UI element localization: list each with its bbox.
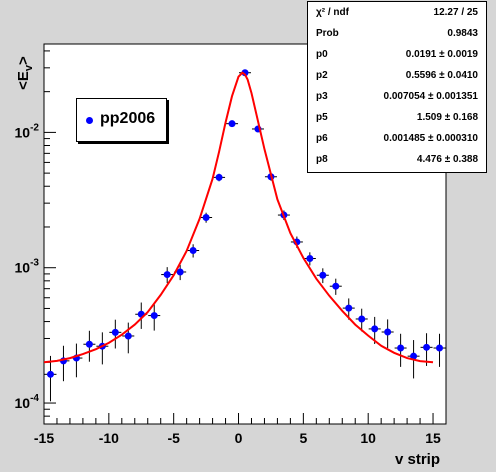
legend-marker [86,117,93,124]
stats-name: p5 [316,112,328,123]
data-point [150,312,158,320]
stats-row: p5 1.509 ± 0.168 [308,107,486,128]
x-tick-label: 10 [360,430,376,446]
data-point [306,254,314,262]
data-point [46,370,54,378]
x-tick-label: -5 [167,430,180,446]
stats-value: 1.509 ± 0.168 [416,112,478,123]
data-point [423,343,431,351]
data-point [319,271,327,279]
x-tick-label: -15 [34,430,54,446]
data-point [124,332,132,340]
data-point [85,340,93,348]
y-tick-label: 10-2 [15,122,40,140]
data-point [345,304,353,312]
data-point [228,120,236,128]
data-point [371,325,379,333]
stats-value: 0.007054 ± 0.001351 [383,91,478,102]
data-point [176,268,184,276]
stats-value: 4.476 ± 0.388 [416,154,478,165]
data-point [410,352,418,360]
stats-value: 0.001485 ± 0.000310 [383,133,478,144]
legend-label: pp2006 [100,110,156,127]
stats-row: Prob 0.9843 [308,23,486,44]
x-axis-label: v strip [395,451,440,468]
stats-name: Prob [316,28,339,39]
data-point [332,282,340,290]
legend: pp2006 [76,98,167,142]
x-tick-label: 5 [299,430,307,446]
data-point [202,214,210,222]
data-point [358,315,366,323]
data-point [436,344,444,352]
stats-value: 0.9843 [447,28,478,39]
stats-value: 0.5596 ± 0.0410 [405,70,478,81]
y-tick-label: 10-4 [15,393,40,411]
x-tick-label: 15 [425,430,441,446]
stats-name: p8 [316,154,328,165]
stats-row: χ² / ndf 12.27 / 25 [308,2,486,23]
stats-name: χ² / ndf [316,7,349,18]
stats-name: p2 [316,70,328,81]
stats-row: p3 0.007054 ± 0.001351 [308,86,486,107]
stats-row: p2 0.5596 ± 0.0410 [308,65,486,86]
data-point [163,271,171,279]
x-tick-label: -10 [99,430,119,446]
stats-row: p8 4.476 ± 0.388 [308,149,486,170]
stats-name: p3 [316,91,328,102]
stats-row: p6 0.001485 ± 0.000310 [308,128,486,149]
y-axis-label: <Ev> [15,56,35,90]
data-point [189,247,197,255]
y-axis: 10-4 10-3 10-2 [15,50,56,425]
svg-text:<Ev>: <Ev> [15,56,35,90]
stats-value: 0.0191 ± 0.0019 [405,49,478,60]
stats-name: p6 [316,133,328,144]
data-point [111,328,119,336]
x-axis: -15 -10 -5 0 5 10 15 [34,413,447,446]
fit-stats-box: χ² / ndf 12.27 / 25 Prob 0.9843 p0 0.0191 ± 0… [307,1,487,173]
stats-name: p0 [316,49,328,60]
stats-row: p0 0.0191 ± 0.0019 [308,44,486,65]
data-point [384,328,392,336]
data-point [215,173,223,181]
y-tick-label: 10-3 [15,258,40,276]
stats-value: 12.27 / 25 [433,7,478,18]
x-tick-label: 0 [235,430,243,446]
data-point [397,344,405,352]
fit-curve [43,71,434,364]
